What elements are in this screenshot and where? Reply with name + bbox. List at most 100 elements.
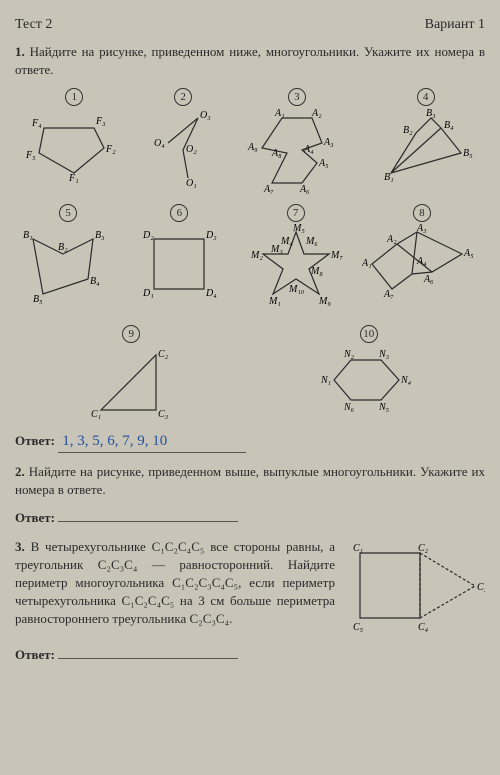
p2-body: Найдите на рисунке, приведенном выше, вы… [15,464,485,497]
fig2-num: 2 [174,88,192,106]
svg-text:F₄: F₄ [31,118,42,129]
svg-text:N₁: N₁ [320,375,331,386]
svg-text:A₉: A₉ [247,142,258,153]
svg-text:A₇: A₇ [383,289,394,300]
svg-text:A₂: A₂ [386,234,397,245]
figure-4: 4 B₁ B₂ B₃ B₄ B₅ [376,87,476,198]
svg-text:M₄: M₄ [280,236,293,247]
p1-answer-label: Ответ: [15,433,55,448]
figure-5: 5 B₁ B₂ B₃ B₄ B₅ [18,203,118,319]
svg-text:F₅: F₅ [25,150,36,161]
svg-text:A₅: A₅ [318,158,329,169]
svg-text:M₁₀: M₁₀ [288,284,305,295]
svg-text:M₅: M₅ [292,224,305,234]
p2-num: 2. [15,464,25,479]
svg-text:C₁: C₁ [91,409,101,420]
p3-answer-blank[interactable] [58,644,238,659]
svg-text:A₄: A₄ [416,256,427,267]
fig1-num: 1 [65,88,83,106]
figure-3: 3 A₁ A₂ A₃ A₄ A₅ A₆ A₇ A₈ A₉ [242,87,352,198]
svg-text:C₂: C₂ [158,349,169,360]
svg-text:N₂: N₂ [343,349,355,360]
p1-body: Найдите на рисунке, приведенном ниже, мн… [15,44,485,77]
problem-3-text: 3. В четырехугольнике C₁C₂C₄C₅ все сторо… [15,538,335,638]
figure-p3: C₁ C₂ C₃ C₄ C₅ [345,538,485,638]
fig10-num: 10 [360,325,378,343]
svg-text:D₃: D₃ [205,230,217,241]
svg-text:A₃: A₃ [416,224,427,234]
svg-text:N₅: N₅ [378,402,390,413]
page-header: Тест 2 Вариант 1 [15,15,485,35]
svg-text:O₄: O₄ [154,138,165,149]
svg-text:M₂: M₂ [250,250,263,261]
svg-text:C₁: C₁ [353,543,363,554]
fig4-num: 4 [417,88,435,106]
svg-text:D₄: D₄ [205,288,217,299]
p2-answer-line: Ответ: [15,507,485,527]
svg-text:D₁: D₁ [142,288,154,299]
svg-text:A₆: A₆ [423,274,434,285]
problem-3: 3. В четырехугольнике C₁C₂C₄C₅ все сторо… [15,538,485,664]
svg-text:C₃: C₃ [158,409,169,420]
svg-text:A₈: A₈ [271,148,282,159]
fig5-num: 5 [59,204,77,222]
svg-text:N₄: N₄ [400,375,412,386]
svg-text:B₄: B₄ [90,276,100,287]
svg-text:M₈: M₈ [310,266,323,277]
svg-text:F₂: F₂ [105,144,116,155]
svg-text:B₁: B₁ [384,172,394,183]
fig3-num: 3 [288,88,306,106]
figure-7: 7 M₁ M₂ M₃ M₄ M₅ M₆ M₇ M₈ M₉ M₁₀ [241,203,351,319]
svg-text:F₃: F₃ [95,116,106,127]
svg-text:B₅: B₅ [33,294,43,304]
p1-answer-line: Ответ: 1, 3, 5, 6, 7, 9, 10 [15,431,485,453]
p1-answer-value: 1, 3, 5, 6, 7, 9, 10 [58,431,246,453]
figure-6: 6 D₁ D₂ D₃ D₄ [129,203,229,319]
svg-text:C₂: C₂ [418,543,429,554]
svg-text:A₆: A₆ [299,184,310,195]
svg-text:M₉: M₉ [318,296,331,307]
svg-text:B₂: B₂ [58,242,68,253]
fig9-num: 9 [122,325,140,343]
figure-9: 9 C₁ C₂ C₃ [81,324,181,425]
svg-text:A₄: A₄ [303,144,314,155]
p3-answer-label: Ответ: [15,647,55,662]
p2-answer-blank[interactable] [58,507,238,522]
svg-text:B₅: B₅ [463,148,473,159]
svg-text:M₁: M₁ [268,296,281,307]
problem-1-text: 1. Найдите на рисунке, приведенном ниже,… [15,43,485,79]
svg-text:C₅: C₅ [353,622,364,633]
svg-text:D₂: D₂ [142,230,154,241]
p3-answer-line: Ответ: [15,644,485,664]
svg-text:A₇: A₇ [263,184,274,195]
svg-text:O₂: O₂ [186,144,197,155]
svg-text:C₄: C₄ [418,622,429,633]
svg-text:A₃: A₃ [323,137,334,148]
svg-text:A₁: A₁ [274,108,285,119]
p1-num: 1. [15,44,25,59]
svg-text:B₄: B₄ [444,120,454,131]
svg-text:A₂: A₂ [311,108,322,119]
p3-num: 3. [15,539,25,554]
problem-2: 2. Найдите на рисунке, приведенном выше,… [15,463,485,528]
svg-text:B₂: B₂ [403,125,413,136]
figure-2: 2 O₁ O₂ O₃ O₄ [148,87,218,198]
svg-text:O₃: O₃ [200,110,211,121]
svg-text:B₁: B₁ [23,230,33,241]
p3-body: В четырехугольнике C₁C₂C₄C₅ все стороны … [15,539,335,627]
figures-grid: 1 F₁ F₂ F₃ F₄ F₅ 2 O₁ O₂ O₃ O₄ 3 [15,87,485,425]
svg-text:N₃: N₃ [378,349,390,360]
svg-text:M₇: M₇ [330,250,343,261]
fig6-num: 6 [170,204,188,222]
figure-8: 8 A₁ A₂ A₃ A₄ A₅ A₆ A₇ [362,203,482,319]
p2-answer-label: Ответ: [15,510,55,525]
figure-10: 10 N₁ N₂ N₃ N₄ N₅ N₆ [319,324,419,425]
problem-1: 1. Найдите на рисунке, приведенном ниже,… [15,43,485,453]
variant-number: Вариант 1 [425,15,485,35]
svg-text:F₁: F₁ [68,173,79,184]
svg-text:B₃: B₃ [426,108,436,119]
svg-text:A₅: A₅ [463,248,474,259]
fig8-num: 8 [413,204,431,222]
svg-text:O₁: O₁ [186,178,197,188]
svg-text:N₆: N₆ [343,402,355,413]
